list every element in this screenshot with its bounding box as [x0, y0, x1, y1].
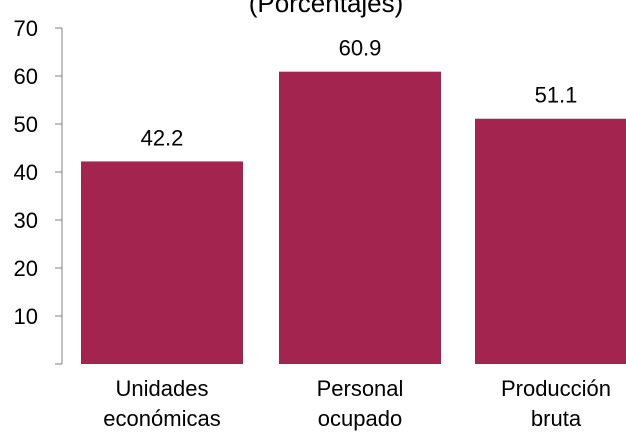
y-tick-label: 20 [14, 256, 38, 281]
bar [279, 71, 441, 365]
x-category-label: bruta [531, 406, 582, 431]
x-category-label: Personal [317, 376, 404, 401]
data-label: 42.2 [141, 125, 184, 150]
bar [81, 161, 243, 364]
chart-title: (Porcentajes) [249, 0, 404, 18]
data-label: 60.9 [339, 36, 382, 61]
x-category-label: económicas [103, 406, 220, 431]
x-category-label: Producción [501, 376, 611, 401]
bar [475, 118, 626, 364]
y-tick-label: 70 [14, 16, 38, 41]
y-tick-label: 50 [14, 112, 38, 137]
x-category-label: Unidades [116, 376, 209, 401]
labels: 42.2 Unidades económicas 60.9 Personal ocupad… [103, 36, 611, 431]
y-tick-label: 60 [14, 64, 38, 89]
y-tick-label: 10 [14, 304, 38, 329]
bars [81, 71, 626, 365]
data-label: 51.1 [535, 83, 578, 108]
y-axis: 10 20 30 40 50 60 70 [14, 16, 63, 365]
y-tick-label: 40 [14, 160, 38, 185]
x-category-label: ocupado [318, 406, 402, 431]
y-tick-label: 30 [14, 208, 38, 233]
